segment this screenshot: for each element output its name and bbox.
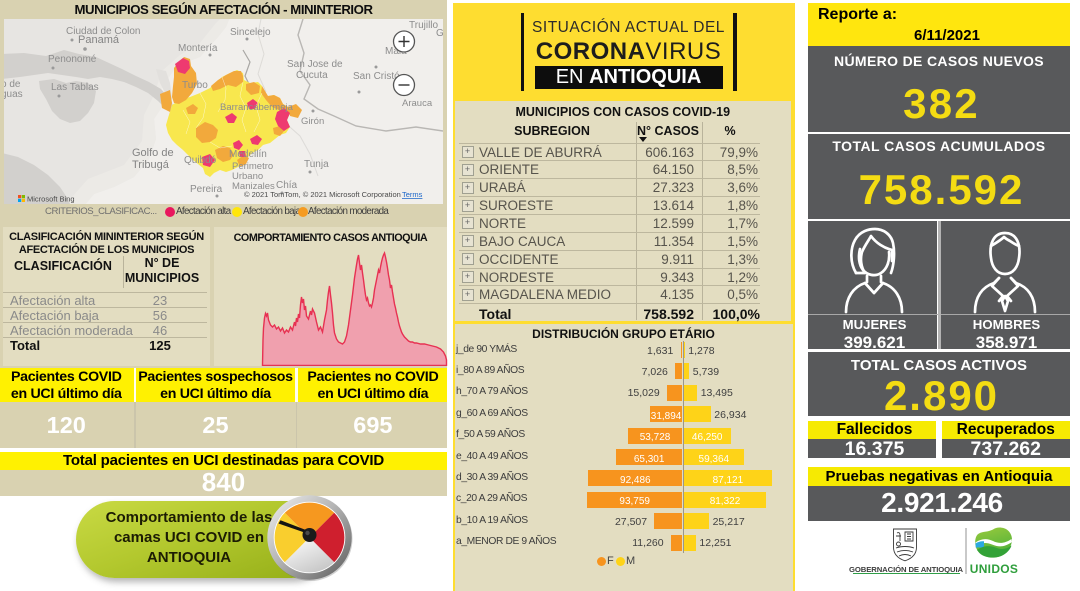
svg-text:Medellín: Medellín (229, 149, 267, 160)
svg-text:Quibdó: Quibdó (184, 155, 217, 166)
svg-text:Urbano: Urbano (232, 171, 263, 182)
svg-text:Arauca: Arauca (402, 98, 433, 109)
svg-text:Microsoft Bing: Microsoft Bing (27, 195, 75, 204)
svg-text:guas: guas (4, 89, 23, 100)
svg-text:Tribugá: Tribugá (132, 159, 170, 171)
svg-text:Perimetro: Perimetro (232, 161, 273, 172)
svg-text:Barrancabermeja: Barrancabermeja (220, 102, 294, 113)
svg-text:San Jose de: San Jose de (287, 59, 343, 70)
svg-text:Manizales: Manizales (232, 181, 275, 192)
svg-text:Terms: Terms (402, 190, 423, 199)
svg-text:Turbo: Turbo (182, 80, 208, 91)
svg-text:Sincelejo: Sincelejo (230, 27, 271, 38)
svg-text:© 2021 TomTom, © 2021 Microsof: © 2021 TomTom, © 2021 Microsoft Corporat… (244, 190, 401, 199)
svg-text:Panamá: Panamá (78, 34, 120, 46)
svg-text:G: G (436, 28, 443, 39)
svg-text:o de: o de (4, 79, 21, 90)
svg-text:Trujillo: Trujillo (409, 20, 439, 31)
svg-text:Cucuta: Cucuta (296, 70, 328, 81)
svg-text:Las Tablas: Las Tablas (51, 82, 99, 93)
svg-text:Ciudad de Colon: Ciudad de Colon (66, 26, 141, 37)
svg-text:San Cristó: San Cristó (353, 71, 400, 82)
svg-text:Girón: Girón (301, 116, 324, 127)
svg-text:Pereira: Pereira (190, 184, 223, 195)
svg-text:Golfo de: Golfo de (132, 147, 174, 159)
svg-text:Chía: Chía (276, 180, 298, 191)
svg-text:Penonomé: Penonomé (48, 54, 97, 65)
svg-text:Montería: Montería (178, 43, 218, 54)
svg-text:Tunja: Tunja (304, 159, 329, 170)
svg-text:Mála: Mála (385, 46, 407, 57)
